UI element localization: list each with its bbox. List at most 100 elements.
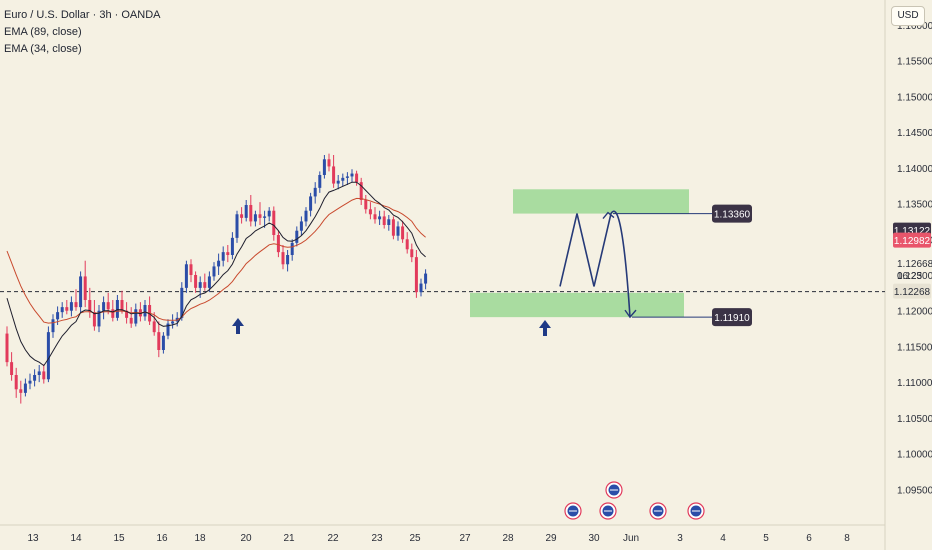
price-tick-label: 1.14000 — [897, 164, 932, 175]
time-tick-label: 16 — [156, 533, 168, 544]
candle — [60, 302, 64, 318]
candle-body — [37, 371, 41, 375]
candle-body — [286, 255, 290, 265]
candle-body — [14, 375, 18, 390]
candle — [46, 326, 50, 383]
ema89-price-tag: 1.12982 — [893, 232, 931, 248]
candle-body — [198, 282, 202, 288]
candle-body — [378, 216, 382, 220]
candle — [74, 289, 78, 311]
candle-body — [134, 309, 138, 324]
candle-body — [355, 173, 359, 183]
candle — [272, 206, 276, 241]
candle — [414, 250, 418, 298]
candle-body — [28, 380, 32, 384]
candle-body — [359, 182, 363, 200]
candle — [290, 239, 294, 261]
candle-body — [161, 335, 165, 350]
candle-body — [143, 305, 147, 317]
candle-body — [230, 237, 234, 255]
candle-body — [364, 200, 368, 210]
hline-price-tag: 1.12268 — [893, 283, 931, 299]
candle — [221, 246, 225, 267]
time-tick-label: 23 — [371, 533, 383, 544]
candle-body — [336, 180, 340, 184]
candle-body — [51, 319, 55, 333]
candle-body — [79, 276, 83, 308]
time-tick-label: 13 — [27, 533, 39, 544]
candle — [322, 155, 326, 179]
time-tick-label: 4 — [720, 533, 726, 544]
ema89-price-tag-bg — [893, 232, 931, 248]
candle-body — [217, 260, 221, 267]
target-label: 1.13360 — [712, 204, 752, 223]
candle — [332, 155, 336, 188]
price-tick-label: 1.13500 — [897, 200, 932, 211]
candle — [286, 250, 290, 272]
candle — [125, 302, 129, 324]
candle-body — [401, 226, 405, 240]
candle-body — [111, 309, 115, 318]
candle-body — [373, 214, 377, 220]
candle — [42, 364, 46, 384]
ema34-price-tag-text: 1.13122 — [894, 226, 931, 237]
price-tick-label: 1.12000 — [897, 307, 932, 318]
us-event-icon — [564, 502, 582, 520]
candle — [263, 210, 267, 228]
candle-body — [309, 196, 313, 211]
candle-body — [180, 287, 184, 318]
candle-body — [414, 257, 418, 293]
candle — [364, 195, 368, 214]
candle-body — [10, 362, 14, 375]
candle — [235, 210, 239, 243]
us-event-icon — [687, 502, 705, 520]
countdown-label: 06:23 — [897, 271, 922, 282]
candle — [14, 367, 18, 398]
time-tick-label: 30 — [588, 533, 600, 544]
candle — [88, 287, 92, 318]
candle-body — [189, 264, 193, 275]
candle-body — [207, 276, 211, 288]
candle — [267, 207, 271, 222]
candle-body — [74, 302, 78, 308]
candle-body — [33, 375, 37, 381]
candle — [244, 200, 248, 222]
candle-body — [299, 221, 303, 231]
candle — [171, 314, 175, 329]
candle — [345, 172, 349, 185]
resistance-zone — [513, 189, 689, 214]
candle-body — [295, 230, 299, 243]
candle-body — [212, 266, 216, 277]
currency-button[interactable]: USD — [891, 6, 925, 26]
time-tick-label: 27 — [459, 533, 471, 544]
time-tick-label: 6 — [806, 533, 812, 544]
ema89-legend: EMA (89, close) — [4, 26, 82, 38]
candle-body — [120, 300, 124, 311]
candle-body — [92, 312, 96, 327]
candle — [37, 365, 41, 383]
candle-body — [396, 226, 400, 236]
candle — [212, 262, 216, 281]
candle-body — [152, 321, 156, 333]
candle — [249, 195, 253, 227]
candle — [281, 245, 285, 270]
candle-body — [106, 302, 110, 310]
candle-body — [405, 239, 409, 250]
candle — [138, 302, 142, 322]
candle — [336, 175, 340, 190]
candle-body — [69, 302, 73, 311]
candle — [83, 260, 87, 308]
candle — [203, 273, 207, 291]
candle-body — [419, 283, 423, 293]
candle-body — [65, 307, 69, 311]
candle-body — [350, 173, 354, 177]
candle-body — [42, 371, 46, 380]
price-tick-label: 1.11000 — [897, 378, 932, 389]
price-tick-label: 1.16000 — [897, 21, 932, 32]
candle — [194, 271, 198, 293]
candle — [23, 378, 27, 397]
target-label-text: 1.13360 — [714, 210, 751, 221]
support-zone — [470, 292, 684, 318]
candle-body — [263, 216, 267, 218]
